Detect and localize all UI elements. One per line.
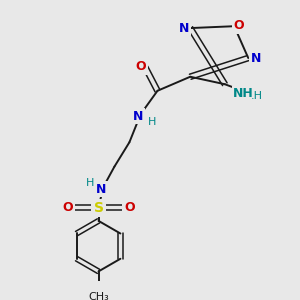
Text: H: H bbox=[86, 178, 94, 188]
Text: NH: NH bbox=[233, 87, 254, 100]
Text: N: N bbox=[133, 110, 143, 122]
Text: O: O bbox=[62, 201, 73, 214]
Text: S: S bbox=[94, 201, 103, 215]
Text: O: O bbox=[234, 19, 244, 32]
Text: O: O bbox=[135, 60, 146, 73]
Text: H: H bbox=[148, 117, 156, 127]
Text: CH₃: CH₃ bbox=[88, 292, 109, 300]
Text: .H: .H bbox=[251, 92, 263, 101]
Text: N: N bbox=[250, 52, 261, 64]
Text: O: O bbox=[124, 201, 135, 214]
Text: N: N bbox=[178, 22, 189, 34]
Text: N: N bbox=[96, 182, 106, 196]
